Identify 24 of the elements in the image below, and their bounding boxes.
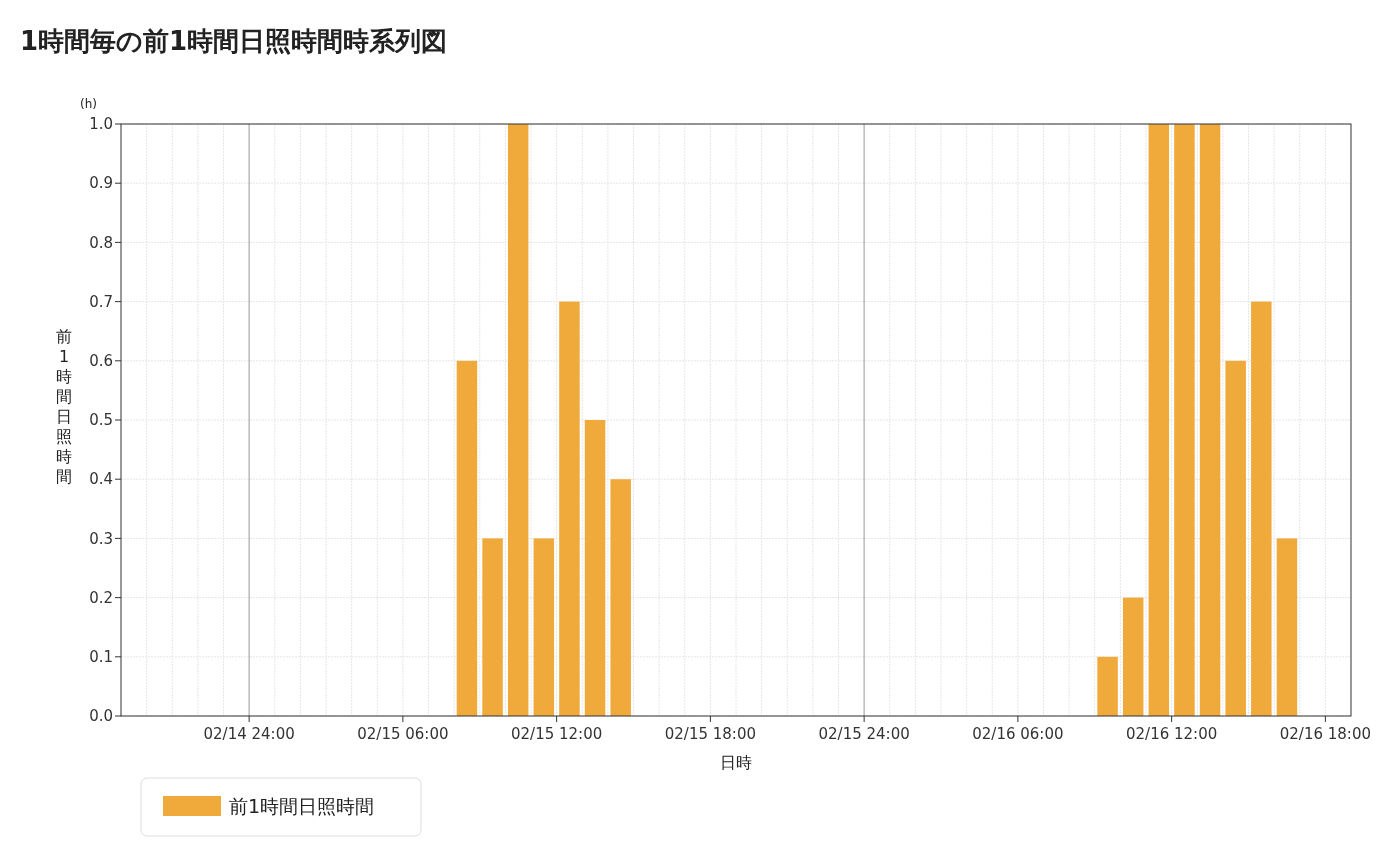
x-tick-label: 02/15 06:00	[357, 725, 449, 743]
x-tick-label: 02/16 06:00	[972, 725, 1064, 743]
y-tick-label: 0.1	[89, 648, 113, 667]
y-tick-label: 1.0	[89, 115, 113, 134]
y-tick-label: 0.4	[89, 470, 113, 489]
legend-label: 前1時間日照時間	[229, 794, 375, 817]
y-tick-label: 0.5	[89, 411, 113, 430]
text: (h)	[80, 97, 97, 111]
x-axis-title: 日時	[720, 753, 752, 772]
x-tick-label: 02/14 24:00	[203, 725, 295, 743]
x-tick-label: 02/16 18:00	[1279, 725, 1371, 743]
x-tick-label: 02/15 18:00	[664, 725, 756, 743]
y-tick-label: 0.3	[89, 529, 113, 548]
x-tick-label: 02/15 24:00	[818, 725, 910, 743]
chart-title: 1時間毎の前1時間日照時間時系列図	[20, 26, 448, 56]
y-tick-label: 0.8	[89, 233, 113, 252]
y-tick-label: 0.9	[89, 174, 113, 193]
y-tick-label: 0.2	[89, 588, 113, 607]
y-tick-label: 0.6	[89, 352, 113, 371]
y-axis-title: 前1時間日照時間	[56, 327, 72, 486]
x-tick-label: 02/15 12:00	[511, 725, 603, 743]
y-tick-label: 0.7	[89, 292, 113, 311]
y-tick-label: 0.0	[89, 707, 113, 726]
x-tick-label: 02/16 12:00	[1126, 725, 1218, 743]
